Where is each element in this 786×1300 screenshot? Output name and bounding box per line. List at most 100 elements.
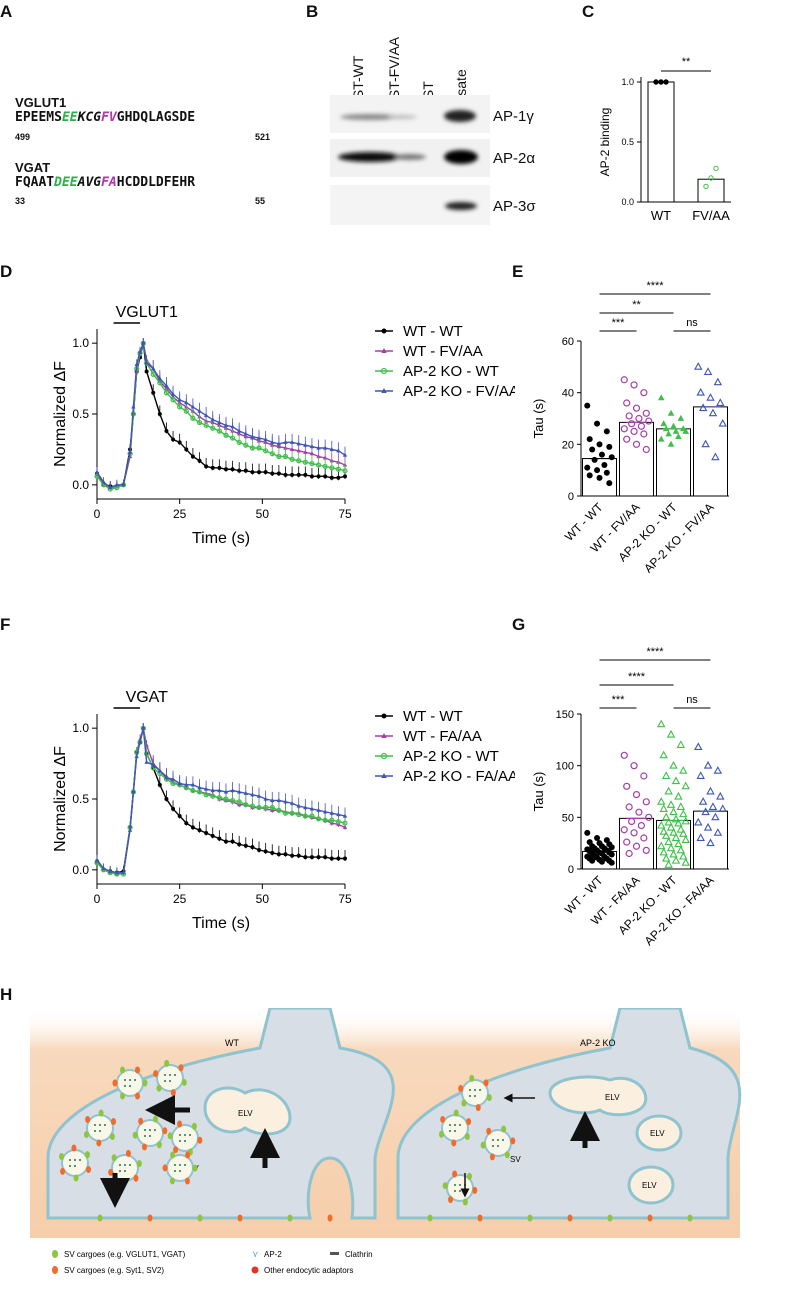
vesicle-cargo — [136, 1160, 142, 1168]
vglut1-seq-mid: KCG — [77, 110, 102, 125]
data-point — [632, 404, 641, 412]
data-point — [342, 452, 348, 457]
scatter-group — [694, 362, 727, 461]
vesicle-cargo — [173, 1146, 179, 1154]
membrane-cargo — [197, 1214, 203, 1222]
legend-marker — [381, 348, 387, 353]
vgat-seq-motif: FA — [101, 175, 117, 190]
data-point — [230, 788, 235, 793]
vesicle-neurotransmitter — [129, 1085, 131, 1087]
data-point — [236, 428, 242, 433]
vesicle-cargo — [185, 1151, 191, 1159]
data-point — [708, 408, 718, 417]
data-point — [269, 451, 275, 457]
vglut1-start: 499 — [15, 132, 31, 142]
data-point — [657, 394, 665, 401]
legend-label: WT - WT — [403, 323, 463, 340]
vesicle-neurotransmitter — [94, 1124, 96, 1126]
ko-elv-1 — [548, 1075, 648, 1117]
vesicle-neurotransmitter — [119, 1164, 121, 1166]
vesicle-cargo — [167, 1132, 173, 1140]
wt-elv — [203, 1086, 292, 1136]
y-tick-label: 1.0 — [72, 336, 89, 350]
legend-marker — [381, 388, 387, 393]
data-point — [640, 772, 648, 780]
vesicle-neurotransmitter — [454, 1190, 456, 1192]
y-axis-label: Normalized ΔF — [52, 361, 69, 467]
vesicle-neurotransmitter — [184, 1164, 186, 1166]
data-point — [603, 428, 610, 435]
schematic-h: WT AP-2 KO ELV SV ELV ELV ELV SV SV carg… — [30, 1008, 742, 1275]
data-point — [283, 472, 288, 477]
data-point — [329, 856, 334, 861]
vesicle-neurotransmitter — [144, 1135, 146, 1137]
vesicle-neurotransmitter — [169, 1080, 171, 1082]
bar — [647, 81, 675, 203]
x-tick-label: 0 — [94, 507, 101, 521]
sig-label: **** — [646, 646, 664, 658]
panel-label-c: C — [582, 2, 595, 21]
data-point — [197, 785, 202, 790]
data-point — [269, 804, 275, 811]
data-point — [270, 471, 275, 476]
data-point — [667, 440, 675, 447]
legend-ap2: AP-2 — [264, 1250, 282, 1259]
data-point — [303, 442, 308, 447]
legend-marker — [381, 713, 387, 719]
data-point — [223, 796, 229, 802]
data-point — [706, 393, 715, 401]
vesicle-cargo — [472, 1186, 478, 1194]
data-point — [608, 844, 615, 851]
data-point — [184, 447, 189, 452]
vesicle-cargo — [153, 1115, 159, 1123]
data-point — [713, 766, 723, 774]
data-point — [121, 482, 126, 487]
data-point — [694, 817, 703, 826]
data-point — [137, 739, 143, 744]
data-point — [210, 833, 215, 838]
data-point — [716, 398, 725, 406]
data-point — [237, 468, 242, 473]
data-point — [642, 846, 650, 854]
vesicle-cargo — [132, 1131, 138, 1139]
y-tick-label: 0.5 — [72, 792, 89, 806]
vesicle-cargo — [169, 1177, 175, 1185]
membrane-cargo — [427, 1214, 433, 1222]
data-point — [127, 449, 133, 454]
vesicle-neurotransmitter — [189, 1134, 191, 1136]
data-point — [698, 797, 708, 805]
vesicle-cargo — [141, 1143, 147, 1151]
vesicle-neurotransmitter — [454, 1184, 456, 1186]
vesicle-cargo — [448, 1196, 454, 1204]
vesicle-neurotransmitter — [479, 1089, 481, 1091]
data-point — [606, 480, 613, 487]
data-point — [343, 474, 347, 479]
vesicle-cargo — [120, 1066, 125, 1074]
vesicle — [438, 1109, 472, 1147]
data-point — [623, 838, 631, 846]
membrane-cargo — [327, 1214, 333, 1222]
sig-label: ** — [632, 299, 641, 311]
data-point — [303, 855, 308, 860]
sig-label: **** — [628, 671, 646, 683]
x-axis-label: Time (s) — [192, 915, 250, 932]
vesicle-cargo — [83, 1130, 89, 1138]
data-point — [603, 469, 610, 476]
vesicle — [162, 1151, 198, 1185]
data-point — [177, 440, 182, 445]
data-point — [141, 340, 146, 345]
data-point — [718, 418, 727, 427]
data-point — [666, 729, 676, 738]
y-tick-label: 0.5 — [72, 407, 89, 421]
sig-label: *** — [612, 694, 626, 706]
data-point — [681, 816, 690, 825]
data-point — [249, 803, 256, 809]
vesicle-cargo — [84, 1151, 90, 1159]
data-point — [203, 792, 209, 798]
data-point — [144, 759, 149, 764]
vesicle — [132, 1115, 168, 1151]
data-point — [594, 835, 601, 841]
chart-title: VGLUT1 — [116, 304, 178, 321]
vesicle-neurotransmitter — [174, 1164, 176, 1166]
data-point — [628, 817, 636, 826]
